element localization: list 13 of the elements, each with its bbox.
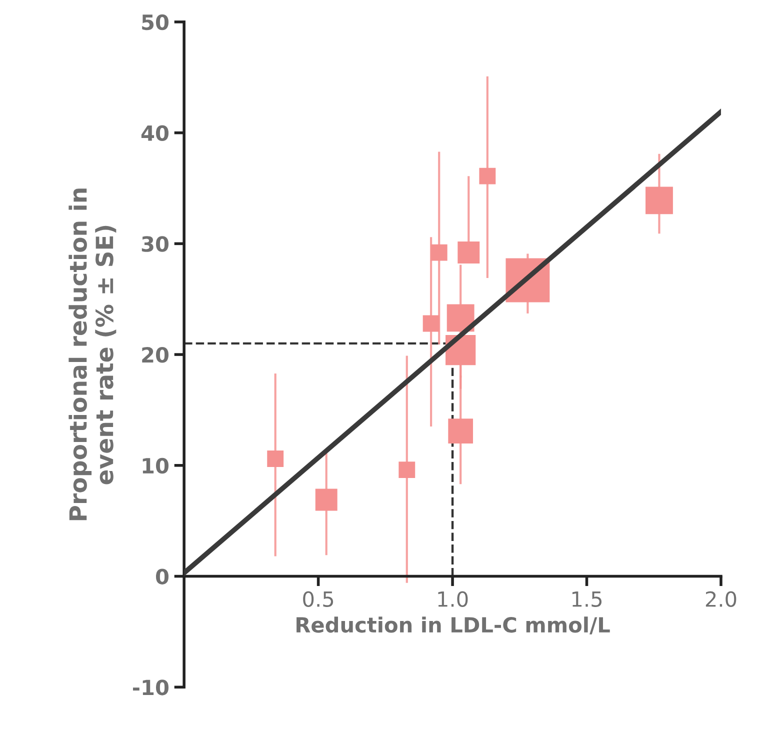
- y-axis-title: Proportional reduction in event rate (% ± SE): [68, 188, 116, 520]
- y-tick-label: 0: [156, 568, 168, 584]
- y-tick-label: 30: [142, 236, 168, 252]
- y-tick-label: -10: [132, 680, 168, 696]
- y-tick-label: 40: [141, 125, 168, 142]
- x-tick-label: 0.5: [303, 591, 334, 607]
- y-tick-label: 20: [142, 346, 168, 363]
- x-axis-title: Reduction in LDL-C mmol/L: [296, 616, 610, 634]
- y-tick-label: 10: [142, 458, 168, 474]
- x-tick-label: 1.0: [438, 591, 468, 607]
- y-tick-label: 50: [142, 14, 168, 30]
- x-tick-label: 1.5: [572, 591, 602, 607]
- x-tick-label: 2.0: [706, 591, 736, 607]
